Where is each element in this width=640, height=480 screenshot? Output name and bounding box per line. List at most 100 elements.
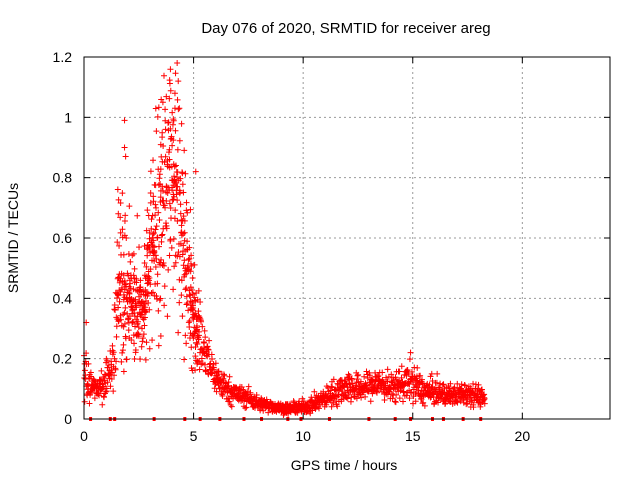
data-point <box>174 217 181 224</box>
data-point <box>151 243 158 250</box>
data-point <box>171 90 178 97</box>
data-point <box>85 383 92 390</box>
data-point <box>99 401 106 408</box>
data-point <box>166 95 173 102</box>
data-point <box>159 231 166 238</box>
data-point <box>196 366 203 373</box>
data-point <box>155 209 162 216</box>
data-point <box>265 409 272 416</box>
data-point <box>475 381 482 388</box>
data-point <box>167 125 174 132</box>
data-point <box>138 343 145 350</box>
data-point <box>396 368 403 375</box>
data-point <box>120 368 127 375</box>
data-point <box>111 372 118 379</box>
data-point <box>171 263 178 270</box>
data-point <box>123 356 130 363</box>
data-point <box>168 177 175 184</box>
data-point <box>162 153 169 160</box>
data-point <box>163 225 170 232</box>
data-point <box>344 395 351 402</box>
data-point <box>176 299 183 306</box>
data-point <box>194 296 201 303</box>
data-point <box>125 251 132 258</box>
data-point <box>130 286 137 293</box>
data-point <box>153 128 160 135</box>
data-point <box>140 291 147 298</box>
data-point <box>126 203 133 210</box>
data-point <box>152 182 159 189</box>
data-point <box>186 291 193 298</box>
data-point <box>119 349 126 356</box>
data-point <box>217 380 224 387</box>
data-point <box>144 280 151 287</box>
data-point <box>211 385 218 392</box>
data-point <box>187 206 194 213</box>
data-point <box>129 252 136 259</box>
data-point <box>126 289 133 296</box>
data-point <box>132 347 139 354</box>
data-point <box>134 313 141 320</box>
data-point <box>172 127 179 134</box>
data-point <box>148 257 155 264</box>
data-point <box>170 286 177 293</box>
data-point <box>338 398 345 405</box>
data-point <box>164 157 171 164</box>
data-point <box>247 389 254 396</box>
data-point <box>393 391 400 398</box>
y-tick-label: 1 <box>64 109 72 125</box>
data-point <box>104 357 111 364</box>
data-point <box>182 170 189 177</box>
data-point <box>463 396 470 403</box>
chart-title: Day 076 of 2020, SRMTID for receiver are… <box>201 20 490 37</box>
data-point <box>148 216 155 223</box>
data-point <box>383 374 390 381</box>
data-point <box>149 234 156 241</box>
data-point <box>144 252 151 259</box>
data-point <box>181 271 188 278</box>
data-point <box>202 334 209 341</box>
data-point <box>138 288 145 295</box>
data-point <box>228 403 235 410</box>
plot-frame <box>83 56 611 420</box>
data-point <box>120 311 127 318</box>
data-point <box>141 272 148 279</box>
data-point <box>210 364 217 371</box>
data-point <box>387 384 394 391</box>
data-point <box>207 360 214 367</box>
data-point <box>175 78 182 85</box>
data-point <box>156 171 163 178</box>
y-tick-label: 0.4 <box>53 290 73 306</box>
data-point <box>388 371 395 378</box>
data-point <box>166 146 173 153</box>
data-point <box>119 347 126 354</box>
data-point <box>170 117 177 124</box>
data-point <box>442 400 449 407</box>
data-point <box>111 355 118 362</box>
data-point <box>162 220 169 227</box>
data-point <box>354 372 361 379</box>
data-point <box>102 388 109 395</box>
data-point <box>338 377 345 384</box>
data-point <box>85 360 92 367</box>
data-point <box>408 389 415 396</box>
data-point <box>157 332 164 339</box>
data-point <box>220 371 227 378</box>
y-tick-label: 0.8 <box>53 170 73 186</box>
data-point <box>451 385 458 392</box>
data-point <box>478 386 485 393</box>
data-point <box>163 93 170 100</box>
data-point <box>426 381 433 388</box>
data-point <box>136 293 143 300</box>
data-point <box>113 358 120 365</box>
data-point <box>194 326 201 333</box>
data-point <box>183 285 190 292</box>
data-point <box>361 373 368 380</box>
data-point <box>136 244 143 251</box>
data-point <box>141 259 148 266</box>
data-point <box>134 318 141 325</box>
data-point <box>242 405 249 412</box>
data-point <box>135 324 142 331</box>
data-point <box>153 296 160 303</box>
data-point <box>167 204 174 211</box>
